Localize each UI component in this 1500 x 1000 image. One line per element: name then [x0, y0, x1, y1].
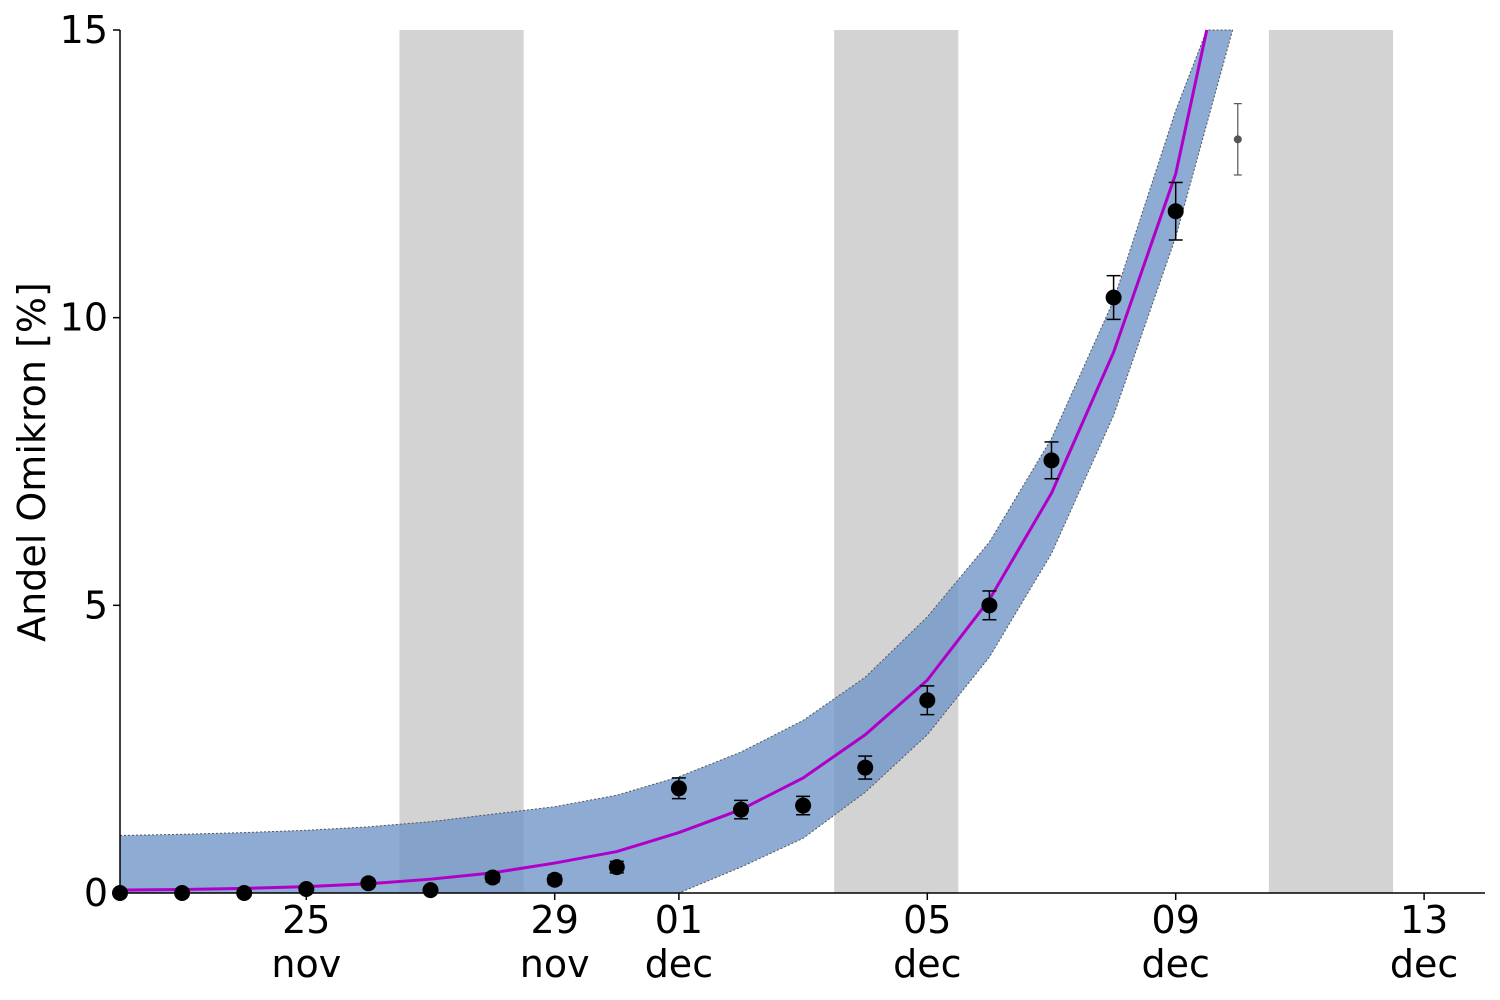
observation-point-14 [919, 685, 936, 716]
x-tick-day-2021-12-01: 01 [655, 898, 703, 942]
observation-point-18 [1167, 181, 1184, 241]
observation-point-15-marker [981, 597, 998, 614]
observation-point-6-marker [422, 882, 439, 899]
observation-point-7-marker [484, 869, 501, 886]
observation-point-13 [857, 755, 874, 780]
observation-point-11 [733, 799, 749, 820]
observation-point-18-marker [1167, 203, 1184, 220]
x-tick-month-2021-12-13: dec [1390, 942, 1458, 986]
axes [119, 30, 1485, 894]
incomplete-observation-point-marker [1233, 135, 1242, 144]
x-tick-day-2021-12-05: 05 [903, 898, 951, 942]
x-tick-month-2021-12-09: dec [1141, 942, 1209, 986]
weekend-span-1 [399, 30, 524, 893]
observation-point-10-marker [670, 780, 687, 797]
observation-point-9 [608, 859, 625, 876]
weekend-span-3 [1268, 30, 1394, 893]
observation-point-5 [360, 875, 377, 892]
observation-point-5-marker [360, 875, 377, 892]
observation-point-17 [1105, 274, 1122, 321]
observation-point-15 [981, 590, 998, 621]
observation-point-9-marker [608, 859, 625, 876]
observation-point-12 [795, 795, 812, 816]
incomplete-observation-point [1233, 103, 1242, 176]
x-tick-day-2021-12-13: 13 [1400, 898, 1448, 942]
observation-point-10 [670, 777, 687, 800]
observation-point-16-marker [1043, 452, 1060, 469]
x-tick-day-2021-11-25: 25 [282, 898, 330, 942]
x-tick-month-2021-11-29: nov [520, 942, 590, 986]
observation-point-8 [546, 871, 563, 888]
observation-point-7 [484, 869, 501, 886]
observation-point-13-marker [857, 759, 874, 776]
x-tick-month-2021-12-05: dec [893, 942, 961, 986]
observation-point-17-marker [1105, 289, 1122, 306]
y-tick-label-10: 10 [60, 296, 108, 340]
y-ticks: 0 5 10 15 [60, 8, 120, 915]
y-tick-label-15: 15 [60, 8, 108, 52]
x-tick-day-2021-12-09: 09 [1152, 898, 1200, 942]
observation-point-16 [1043, 441, 1060, 480]
observation-point-12-marker [795, 797, 812, 814]
observation-point-11-marker [733, 801, 749, 818]
weekend-shading [399, 30, 1394, 893]
observation-point-6 [422, 882, 439, 899]
x-tick-month-2021-11-25: nov [271, 942, 341, 986]
y-tick-label-0: 0 [84, 871, 108, 915]
y-axis-title: Andel Omikron [%] [10, 282, 54, 642]
y-tick-label-5: 5 [84, 583, 108, 627]
x-tick-month-2021-12-01: dec [645, 942, 713, 986]
observation-point-8-marker [546, 871, 563, 888]
observation-point-14-marker [919, 692, 936, 709]
x-tick-day-2021-11-29: 29 [531, 898, 579, 942]
